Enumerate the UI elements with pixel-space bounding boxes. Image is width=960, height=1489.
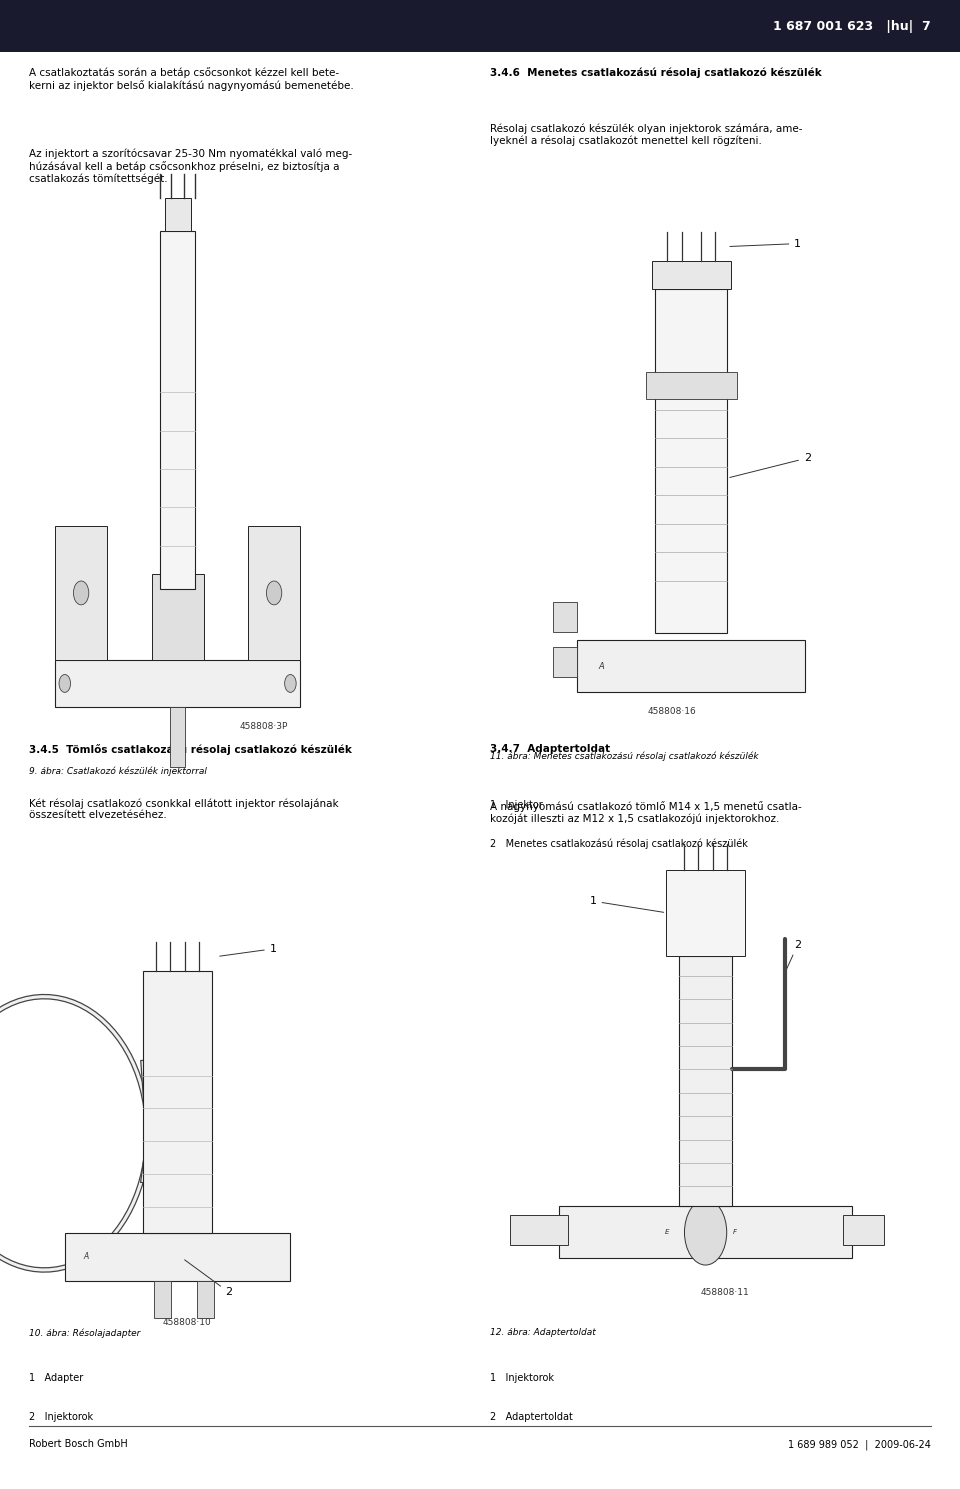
Text: Robert Bosch GmbH: Robert Bosch GmbH bbox=[29, 1440, 128, 1449]
Text: 11. ábra: Menetes csatlakozású résolaj csatlakozó készülék: 11. ábra: Menetes csatlakozású résolaj c… bbox=[490, 752, 758, 761]
Text: 1: 1 bbox=[220, 944, 276, 956]
Text: F: F bbox=[732, 1230, 736, 1236]
Text: 458808·3P: 458808·3P bbox=[240, 722, 288, 731]
Text: 1 687 001 623   |hu|  7: 1 687 001 623 |hu| 7 bbox=[774, 19, 931, 33]
Bar bbox=[680, 956, 732, 1206]
Bar bbox=[510, 1215, 568, 1245]
Text: 1: 1 bbox=[730, 238, 802, 249]
Bar bbox=[553, 602, 577, 631]
Bar bbox=[577, 640, 805, 692]
Bar bbox=[55, 660, 300, 707]
Text: 2   Adaptertoldat: 2 Adaptertoldat bbox=[490, 1412, 572, 1422]
Bar bbox=[160, 231, 195, 588]
Text: E: E bbox=[665, 1230, 669, 1236]
Circle shape bbox=[684, 1200, 727, 1266]
Text: 2   Injektorok: 2 Injektorok bbox=[29, 1412, 93, 1422]
Text: 458808·10: 458808·10 bbox=[163, 1318, 211, 1327]
Circle shape bbox=[284, 675, 296, 692]
Bar bbox=[843, 1215, 884, 1245]
Bar bbox=[170, 707, 185, 767]
Text: 1: 1 bbox=[589, 896, 663, 913]
Bar bbox=[197, 1281, 214, 1318]
Bar bbox=[154, 1281, 171, 1318]
Text: A: A bbox=[84, 1252, 89, 1261]
Text: 458808·16: 458808·16 bbox=[648, 707, 696, 716]
Text: 1   Adapter: 1 Adapter bbox=[29, 1373, 84, 1383]
Circle shape bbox=[59, 675, 71, 692]
Bar bbox=[55, 526, 107, 660]
Bar bbox=[165, 198, 190, 231]
Text: 3.4.5  Tömlős csatlakozású résolaj csatlakozó készülék: 3.4.5 Tömlős csatlakozású résolaj csatla… bbox=[29, 744, 351, 755]
Text: 3.4.7  Adaptertoldat: 3.4.7 Adaptertoldat bbox=[490, 744, 610, 755]
Text: 9. ábra: Csatlakozó készülék injektorral: 9. ábra: Csatlakozó készülék injektorral bbox=[29, 767, 206, 776]
Text: 3.4.6  Menetes csatlakozású résolaj csatlakozó készülék: 3.4.6 Menetes csatlakozású résolaj csatl… bbox=[490, 67, 822, 77]
Text: Két résolaj csatlakozó csonkkal ellátott injektor résolajának
összesített elveze: Két résolaj csatlakozó csonkkal ellátott… bbox=[29, 798, 339, 820]
Bar bbox=[248, 526, 300, 660]
Text: Az injektort a szorítócsavar 25-30 Nm nyomatékkal való meg-
húzásával kell a bet: Az injektort a szorítócsavar 25-30 Nm ny… bbox=[29, 149, 352, 185]
Circle shape bbox=[73, 581, 88, 605]
Circle shape bbox=[266, 581, 282, 605]
Bar bbox=[553, 646, 577, 676]
Text: Résolaj csatlakozó készülék olyan injektorok számára, ame-
lyeknél a résolaj csa: Résolaj csatlakozó készülék olyan injekt… bbox=[490, 124, 803, 146]
FancyBboxPatch shape bbox=[0, 0, 960, 52]
Text: 2: 2 bbox=[184, 1260, 232, 1297]
Bar bbox=[652, 261, 731, 289]
Text: A csatlakoztatás során a betáp csőcsonkot kézzel kell bete-
kerni az injektor be: A csatlakoztatás során a betáp csőcsonko… bbox=[29, 67, 353, 91]
Bar bbox=[656, 289, 727, 633]
Bar bbox=[559, 1206, 852, 1258]
Text: 1   Injektor: 1 Injektor bbox=[490, 800, 542, 810]
Text: 1 689 989 052  |  2009-06-24: 1 689 989 052 | 2009-06-24 bbox=[788, 1438, 931, 1450]
Text: 10. ábra: Résolajadapter: 10. ábra: Résolajadapter bbox=[29, 1328, 140, 1337]
Bar bbox=[666, 870, 745, 956]
Bar bbox=[65, 1233, 290, 1281]
Bar bbox=[143, 971, 212, 1233]
Text: A nagynyomású csatlakozó tömlő M14 x 1,5 menetű csatla-
kozóját illeszti az M12 : A nagynyomású csatlakozó tömlő M14 x 1,5… bbox=[490, 801, 802, 825]
Bar bbox=[646, 372, 736, 399]
Text: 2: 2 bbox=[730, 453, 811, 478]
Text: 2: 2 bbox=[785, 940, 802, 971]
Text: A: A bbox=[598, 661, 604, 670]
Text: 2   Menetes csatlakozású résolaj csatlakozó készülék: 2 Menetes csatlakozású résolaj csatlakoz… bbox=[490, 838, 748, 849]
Text: 458808·11: 458808·11 bbox=[701, 1288, 749, 1297]
Text: 1   Injektorok: 1 Injektorok bbox=[490, 1373, 554, 1383]
Text: 12. ábra: Adaptertoldat: 12. ábra: Adaptertoldat bbox=[490, 1328, 595, 1337]
Bar bbox=[152, 573, 204, 660]
